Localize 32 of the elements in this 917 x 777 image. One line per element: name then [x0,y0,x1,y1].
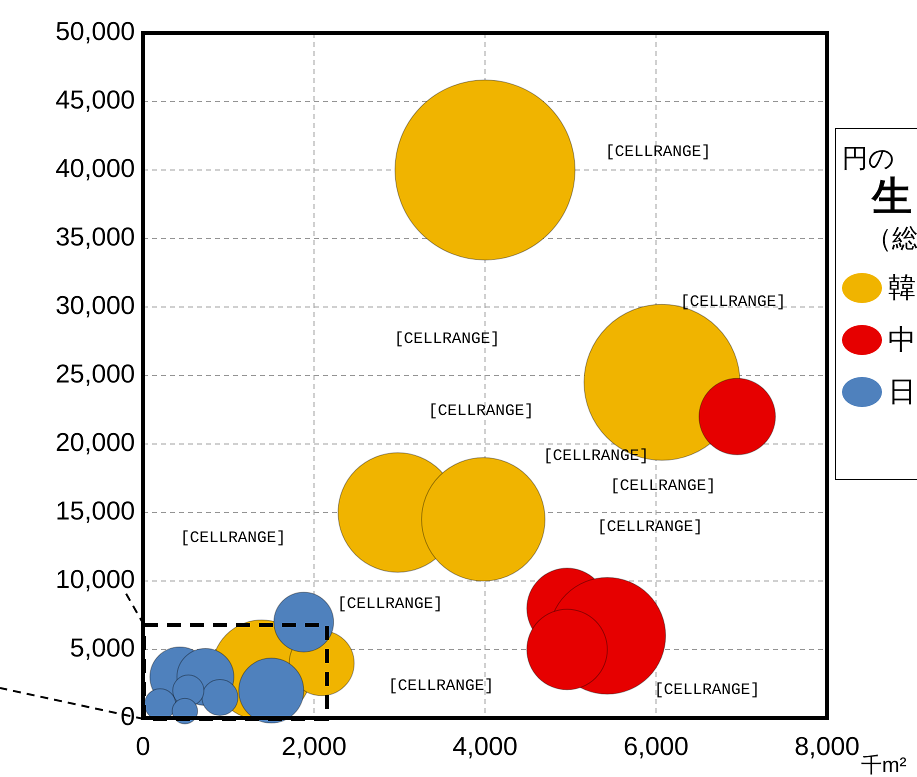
annotation: [CELLRANGE] [610,477,716,496]
y-tick-label: 25,000 [55,358,135,389]
y-tick-label: 20,000 [55,427,135,458]
text: （総 [865,222,917,255]
annotation: [CELLRANGE] [605,143,711,162]
annotation: [CELLRANGE] [337,595,443,614]
y-tick-label: 35,000 [55,222,135,252]
legend-label: 韓 [888,271,916,305]
annotation: [CELLRANGE] [654,681,760,700]
y-tick-label: 5,000 [70,632,135,663]
annotation: [CELLRANGE] [428,402,534,420]
annotation: [CELLRANGE] [680,293,786,312]
x-axis-title: 千m² [861,753,906,777]
legend-title: 円の [842,143,896,173]
annotation: [CELLRANGE] [597,518,703,536]
text: 生 [870,174,913,221]
y-tick-label: 45,000 [55,84,135,115]
y-tick-label: 15,000 [55,496,135,526]
y-tick-label: 10,000 [55,564,135,594]
y-tick-label: 50,000 [55,16,135,46]
annotation: [CELLRANGE] [388,677,494,696]
legend-label: 中 [888,323,916,357]
x-tick-label: 2,000 [281,730,347,761]
annotation: [CELLRANGE] [180,529,286,548]
x-tick-label: 8,000 [794,730,860,761]
x-tick-label: 4,000 [452,730,518,761]
y-tick-label: 30,000 [55,290,135,320]
y-tick-label: 40,000 [55,153,135,184]
annotation: [CELLRANGE] [394,330,500,348]
legend-label: 日 [888,375,916,409]
annotation: [CELLRANGE] [543,447,649,466]
x-tick-label: 6,000 [623,730,689,761]
